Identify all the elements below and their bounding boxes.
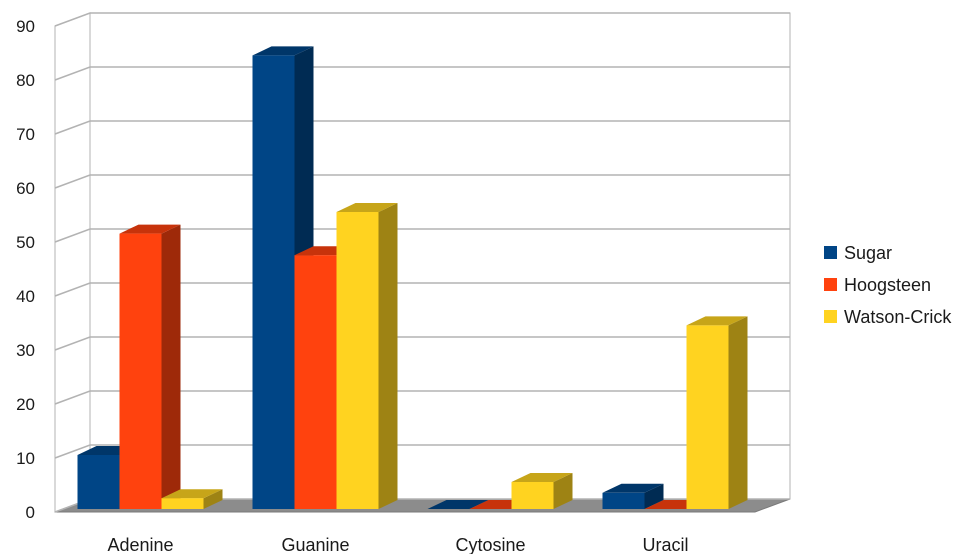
bar-front <box>119 233 162 509</box>
bar-top <box>427 500 489 509</box>
y-axis-ticks: 0 10 20 30 40 50 60 70 80 90 <box>16 17 35 522</box>
bar-watson-crick-cytosine <box>511 473 573 509</box>
gridline <box>54 12 790 27</box>
x-tick-label: Guanine <box>281 535 349 554</box>
x-tick-label: Uracil <box>642 535 688 554</box>
x-axis-ticks: Adenine Guanine Cytosine Uracil <box>107 535 688 554</box>
bar-top <box>252 46 314 56</box>
y-tick-label: 60 <box>16 179 35 198</box>
bar-hoogsteen-adenine <box>119 224 181 509</box>
legend-entry: Sugar <box>824 243 892 263</box>
gridlines <box>54 12 790 513</box>
gridline <box>54 282 790 297</box>
bar-front <box>336 212 379 509</box>
legend-label: Hoogsteen <box>844 275 931 295</box>
bar-top <box>336 203 398 212</box>
y-tick-label: 50 <box>16 233 35 252</box>
bar-side <box>161 224 181 509</box>
bar-top <box>161 489 223 499</box>
bar-top <box>602 483 664 493</box>
back-wall <box>89 12 791 500</box>
gridline <box>54 390 790 405</box>
bar-front <box>252 55 295 510</box>
bar-front <box>511 482 554 509</box>
bar-watson-crick-adenine <box>161 489 223 509</box>
x-tick-label: Cytosine <box>455 535 525 554</box>
x-tick-label: Adenine <box>107 535 173 554</box>
bar-side <box>553 473 573 509</box>
bar-front <box>686 325 729 509</box>
bar-top <box>119 224 181 234</box>
legend: Sugar Hoogsteen Watson-Crick <box>824 243 952 327</box>
gridline <box>54 120 790 135</box>
bar-watson-crick-guanine <box>336 203 398 509</box>
y-tick-label: 70 <box>16 125 35 144</box>
gridline <box>54 228 790 243</box>
y-tick-label: 30 <box>16 341 35 360</box>
gridline <box>54 444 790 459</box>
y-tick-label: 40 <box>16 287 35 306</box>
bar-side <box>644 483 664 509</box>
y-tick-label: 10 <box>16 449 35 468</box>
legend-label: Watson-Crick <box>844 307 952 327</box>
bars <box>77 46 748 510</box>
y-tick-label: 0 <box>26 503 35 522</box>
legend-swatch <box>824 310 837 323</box>
y-tick-label: 80 <box>16 71 35 90</box>
bar-front <box>294 255 337 509</box>
bar-side <box>378 203 398 509</box>
gridline <box>54 336 790 351</box>
y-tick-label: 90 <box>16 17 35 36</box>
bar-front <box>602 492 645 509</box>
bar-front <box>161 498 204 509</box>
bar-top <box>686 316 748 326</box>
y-tick-label: 20 <box>16 395 35 414</box>
bar-side <box>203 489 223 509</box>
legend-swatch <box>824 246 837 259</box>
bar-sugar-cytosine <box>427 500 489 509</box>
gridline <box>54 66 790 81</box>
legend-entry: Watson-Crick <box>824 307 952 327</box>
legend-swatch <box>824 278 837 291</box>
bar-sugar-uracil <box>602 483 664 509</box>
bar-top <box>511 473 573 482</box>
bar-side <box>728 316 748 509</box>
legend-entry: Hoogsteen <box>824 275 931 295</box>
bar-front <box>77 455 120 509</box>
bar-watson-crick-uracil <box>686 316 748 509</box>
legend-label: Sugar <box>844 243 892 263</box>
gridline <box>54 174 790 189</box>
side-wall <box>54 12 91 513</box>
